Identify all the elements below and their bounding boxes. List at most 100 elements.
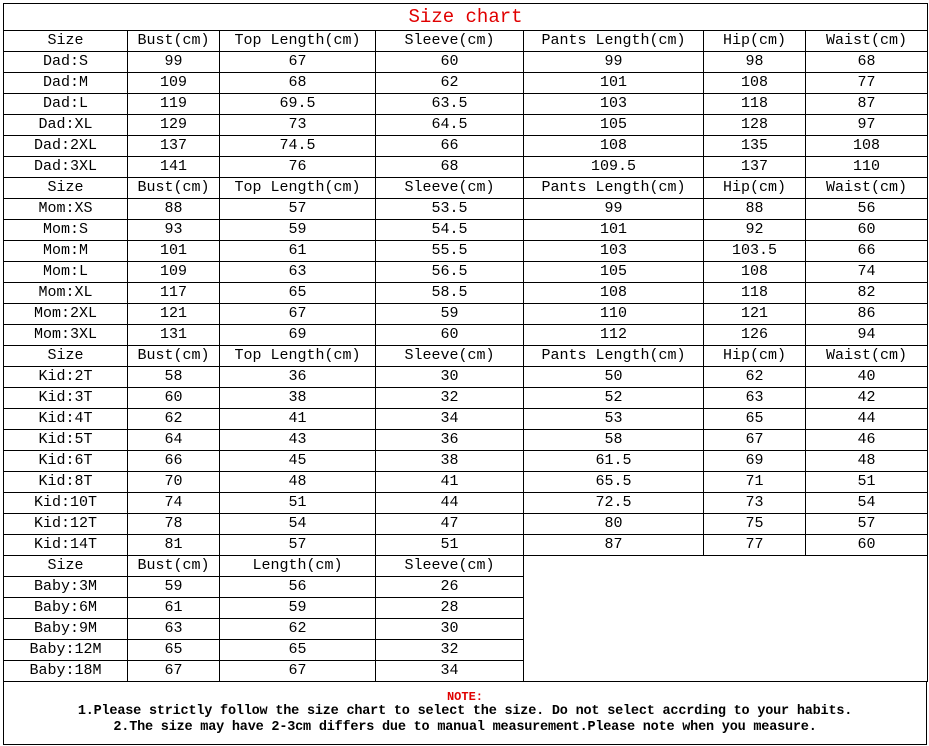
measurement-cell: 36 <box>375 429 524 451</box>
measurement-cell: 73 <box>219 114 376 136</box>
measurement-cell: 141 <box>127 156 220 178</box>
size-label-cell: Dad:2XL <box>3 135 128 157</box>
measurement-cell: 128 <box>703 114 806 136</box>
size-label-cell: Mom:L <box>3 261 128 283</box>
column-header: Sleeve(cm) <box>375 30 524 52</box>
measurement-cell: 60 <box>127 387 220 409</box>
table-row: Baby:9M 63 62 30 <box>3 618 928 640</box>
measurement-cell: 81 <box>127 534 220 556</box>
measurement-cell: 54 <box>804 492 929 514</box>
measurement-cell: 63 <box>703 387 806 409</box>
measurement-cell: 48 <box>804 450 929 472</box>
measurement-cell: 55.5 <box>375 240 524 262</box>
measurement-cell: 51 <box>804 471 929 493</box>
measurement-cell: 66 <box>375 135 524 157</box>
size-label-cell: Dad:M <box>3 72 128 94</box>
measurement-cell: 41 <box>375 471 524 493</box>
measurement-cell: 118 <box>703 93 806 115</box>
column-header: Hip(cm) <box>703 177 806 199</box>
measurement-cell: 63.5 <box>375 93 524 115</box>
note-line-1: 1.Please strictly follow the size chart … <box>77 704 853 719</box>
column-header: Hip(cm) <box>703 30 806 52</box>
measurement-cell: 62 <box>375 72 524 94</box>
measurement-cell: 65 <box>219 639 376 661</box>
measurement-cell: 75 <box>703 513 806 535</box>
size-label-cell: Kid:8T <box>3 471 128 493</box>
size-label-cell: Mom:3XL <box>3 324 128 346</box>
measurement-cell: 61 <box>127 597 220 619</box>
measurement-cell: 109 <box>127 72 220 94</box>
size-chart-table: Size chart Size Bust(cm) Top Length(cm) Sle… <box>2 3 929 682</box>
empty-area <box>522 555 929 682</box>
table-row: Kid:8T 70 48 41 65.5 71 51 <box>3 471 929 493</box>
measurement-cell: 53 <box>523 408 704 430</box>
measurement-cell: 48 <box>219 471 376 493</box>
note-title: NOTE: <box>446 690 483 704</box>
measurement-cell: 59 <box>375 303 524 325</box>
size-label-cell: Dad:3XL <box>3 156 128 178</box>
measurement-cell: 60 <box>804 219 929 241</box>
size-label-cell: Kid:6T <box>3 450 128 472</box>
size-label-cell: Kid:3T <box>3 387 128 409</box>
table-row: Kid:6T 66 45 38 61.5 69 48 <box>3 450 929 472</box>
measurement-cell: 80 <box>523 513 704 535</box>
measurement-cell: 65 <box>703 408 806 430</box>
measurement-cell: 45 <box>219 450 376 472</box>
column-header: Size <box>3 555 128 577</box>
measurement-cell: 67 <box>127 660 220 682</box>
measurement-cell: 56 <box>219 576 376 598</box>
size-label-cell: Baby:6M <box>3 597 128 619</box>
measurement-cell: 137 <box>703 156 806 178</box>
size-label-cell: Mom:XL <box>3 282 128 304</box>
measurement-cell: 62 <box>219 618 376 640</box>
measurement-cell: 117 <box>127 282 220 304</box>
measurement-cell: 77 <box>703 534 806 556</box>
measurement-cell: 77 <box>804 72 929 94</box>
column-header: Waist(cm) <box>804 345 929 367</box>
measurement-cell: 105 <box>523 114 704 136</box>
table-row: Kid:2T 58 36 30 50 62 40 <box>3 366 929 388</box>
size-label-cell: Mom:XS <box>3 198 128 220</box>
note-box: NOTE: 1.Please strictly follow the size … <box>3 681 927 745</box>
measurement-cell: 44 <box>375 492 524 514</box>
size-label-cell: Baby:12M <box>3 639 128 661</box>
measurement-cell: 129 <box>127 114 220 136</box>
measurement-cell: 94 <box>804 324 929 346</box>
column-header: Size <box>3 345 128 367</box>
measurement-cell: 65 <box>127 639 220 661</box>
table-row: Dad:XL 129 73 64.5 105 128 97 <box>3 114 929 136</box>
column-header: Sleeve(cm) <box>375 177 524 199</box>
measurement-cell: 108 <box>703 261 806 283</box>
column-header: Bust(cm) <box>127 30 220 52</box>
column-header: Waist(cm) <box>804 177 929 199</box>
measurement-cell: 108 <box>523 135 704 157</box>
column-header: Pants Length(cm) <box>523 30 704 52</box>
column-header: Pants Length(cm) <box>523 345 704 367</box>
measurement-cell: 68 <box>375 156 524 178</box>
baby-header-row: Size Bust(cm) Length(cm) Sleeve(cm) <box>3 555 929 682</box>
measurement-cell: 65.5 <box>523 471 704 493</box>
column-header: Hip(cm) <box>703 345 806 367</box>
size-label-cell: Mom:2XL <box>3 303 128 325</box>
measurement-cell: 88 <box>703 198 806 220</box>
measurement-cell: 43 <box>219 429 376 451</box>
table-row: Dad:3XL 141 76 68 109.5 137 110 <box>3 156 929 178</box>
measurement-cell: 57 <box>219 198 376 220</box>
measurement-cell: 118 <box>703 282 806 304</box>
measurement-cell: 108 <box>804 135 929 157</box>
measurement-cell: 28 <box>375 597 524 619</box>
table-row: Mom:3XL 131 69 60 112 126 94 <box>3 324 929 346</box>
measurement-cell: 101 <box>127 240 220 262</box>
header-row: Size Bust(cm) Top Length(cm) Sleeve(cm) Pant… <box>3 177 929 199</box>
measurement-cell: 99 <box>127 51 220 73</box>
size-label-cell: Kid:4T <box>3 408 128 430</box>
measurement-cell: 101 <box>523 219 704 241</box>
measurement-cell: 53.5 <box>375 198 524 220</box>
measurement-cell: 34 <box>375 408 524 430</box>
measurement-cell: 69 <box>219 324 376 346</box>
measurement-cell: 74 <box>127 492 220 514</box>
measurement-cell: 74.5 <box>219 135 376 157</box>
measurement-cell: 67 <box>219 660 376 682</box>
measurement-cell: 69.5 <box>219 93 376 115</box>
measurement-cell: 108 <box>703 72 806 94</box>
